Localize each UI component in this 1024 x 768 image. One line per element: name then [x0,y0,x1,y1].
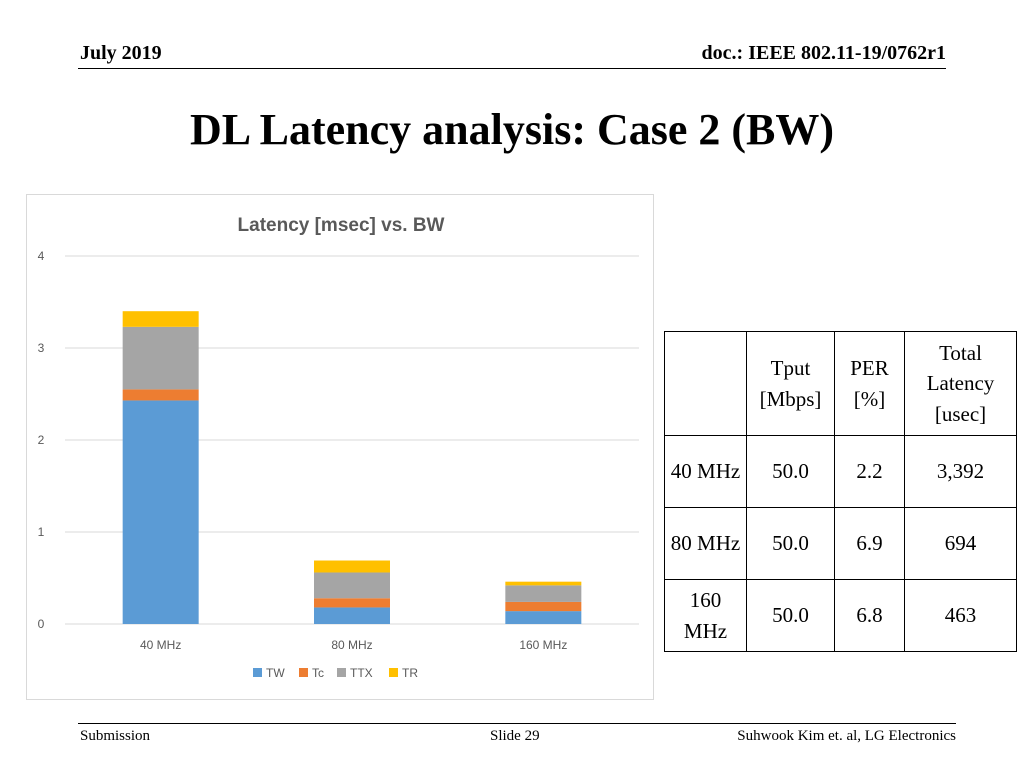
bar-tr-80-mhz [314,561,390,573]
table-cell-bw: 160 MHz [665,580,747,652]
slide-title: DL Latency analysis: Case 2 (BW) [0,104,1024,155]
bar-tr-40-mhz [123,311,199,327]
bar-ttx-80-mhz [314,572,390,598]
table-cell-bw: 80 MHz [665,508,747,580]
table-cell-tput: 50.0 [747,436,835,508]
table-cell-tput: 50.0 [747,580,835,652]
chart-title: Latency [msec] vs. BW [238,215,445,236]
legend-swatch-tc [299,668,308,677]
x-tick-label: 40 MHz [140,638,181,652]
table-cell-bw: 40 MHz [665,436,747,508]
chart-legend: TW Tc TTX TR [253,666,418,680]
x-tick-label: 80 MHz [331,638,372,652]
y-tick-label: 0 [38,617,45,631]
legend-label: TW [266,666,285,680]
table-row: 40 MHz 50.0 2.2 3,392 [665,436,1017,508]
bar-tw-80-mhz [314,607,390,624]
table-header-cell: Total Latency [usec] [905,332,1017,436]
header-doc-id: doc.: IEEE 802.11-19/0762r1 [702,42,946,65]
footer-slide-number: Slide 29 [490,728,540,745]
legend-swatch-ttx [337,668,346,677]
chart-bars [123,311,582,624]
table-cell-latency: 694 [905,508,1017,580]
x-axis-ticks: 40 MHz 80 MHz 160 MHz [140,638,567,652]
bar-tc-160-mhz [505,602,581,611]
y-axis-ticks: 0 1 2 3 4 [38,249,45,631]
footer-rule [78,723,956,724]
table-header-cell: Tput [Mbps] [747,332,835,436]
table-header-row: Tput [Mbps] PER [%] Total Latency [usec] [665,332,1017,436]
y-tick-label: 1 [38,525,45,539]
header-rule [78,68,946,69]
footer-submission: Submission [80,728,150,745]
table-cell-per: 6.8 [835,580,905,652]
bar-tc-80-mhz [314,598,390,607]
bar-tr-160-mhz [505,582,581,586]
bar-tw-40-mhz [123,400,199,624]
table-cell-latency: 463 [905,580,1017,652]
table-cell-per: 6.9 [835,508,905,580]
bar-tw-160-mhz [505,611,581,624]
legend-swatch-tr [389,668,398,677]
table-cell-tput: 50.0 [747,508,835,580]
table-row: 160 MHz 50.0 6.8 463 [665,580,1017,652]
header-date: July 2019 [80,42,162,65]
legend-label: Tc [312,666,324,680]
x-tick-label: 160 MHz [519,638,567,652]
bar-ttx-40-mhz [123,327,199,390]
latency-chart: Latency [msec] vs. BW 0 1 2 3 4 40 MHz 80 MHz… [26,194,654,700]
latency-table: Tput [Mbps] PER [%] Total Latency [usec]… [664,331,1017,652]
chart-canvas: Latency [msec] vs. BW 0 1 2 3 4 40 MHz 80 MHz… [27,195,655,701]
y-tick-label: 2 [38,433,45,447]
table-row: 80 MHz 50.0 6.9 694 [665,508,1017,580]
y-tick-label: 4 [38,249,45,263]
bar-ttx-160-mhz [505,585,581,602]
table-header-cell [665,332,747,436]
table-cell-latency: 3,392 [905,436,1017,508]
table-header-cell: PER [%] [835,332,905,436]
legend-swatch-tw [253,668,262,677]
legend-label: TR [402,666,418,680]
table-cell-per: 2.2 [835,436,905,508]
y-tick-label: 3 [38,341,45,355]
legend-label: TTX [350,666,373,680]
footer-author: Suhwook Kim et. al, LG Electronics [737,728,956,745]
bar-tc-40-mhz [123,389,199,400]
